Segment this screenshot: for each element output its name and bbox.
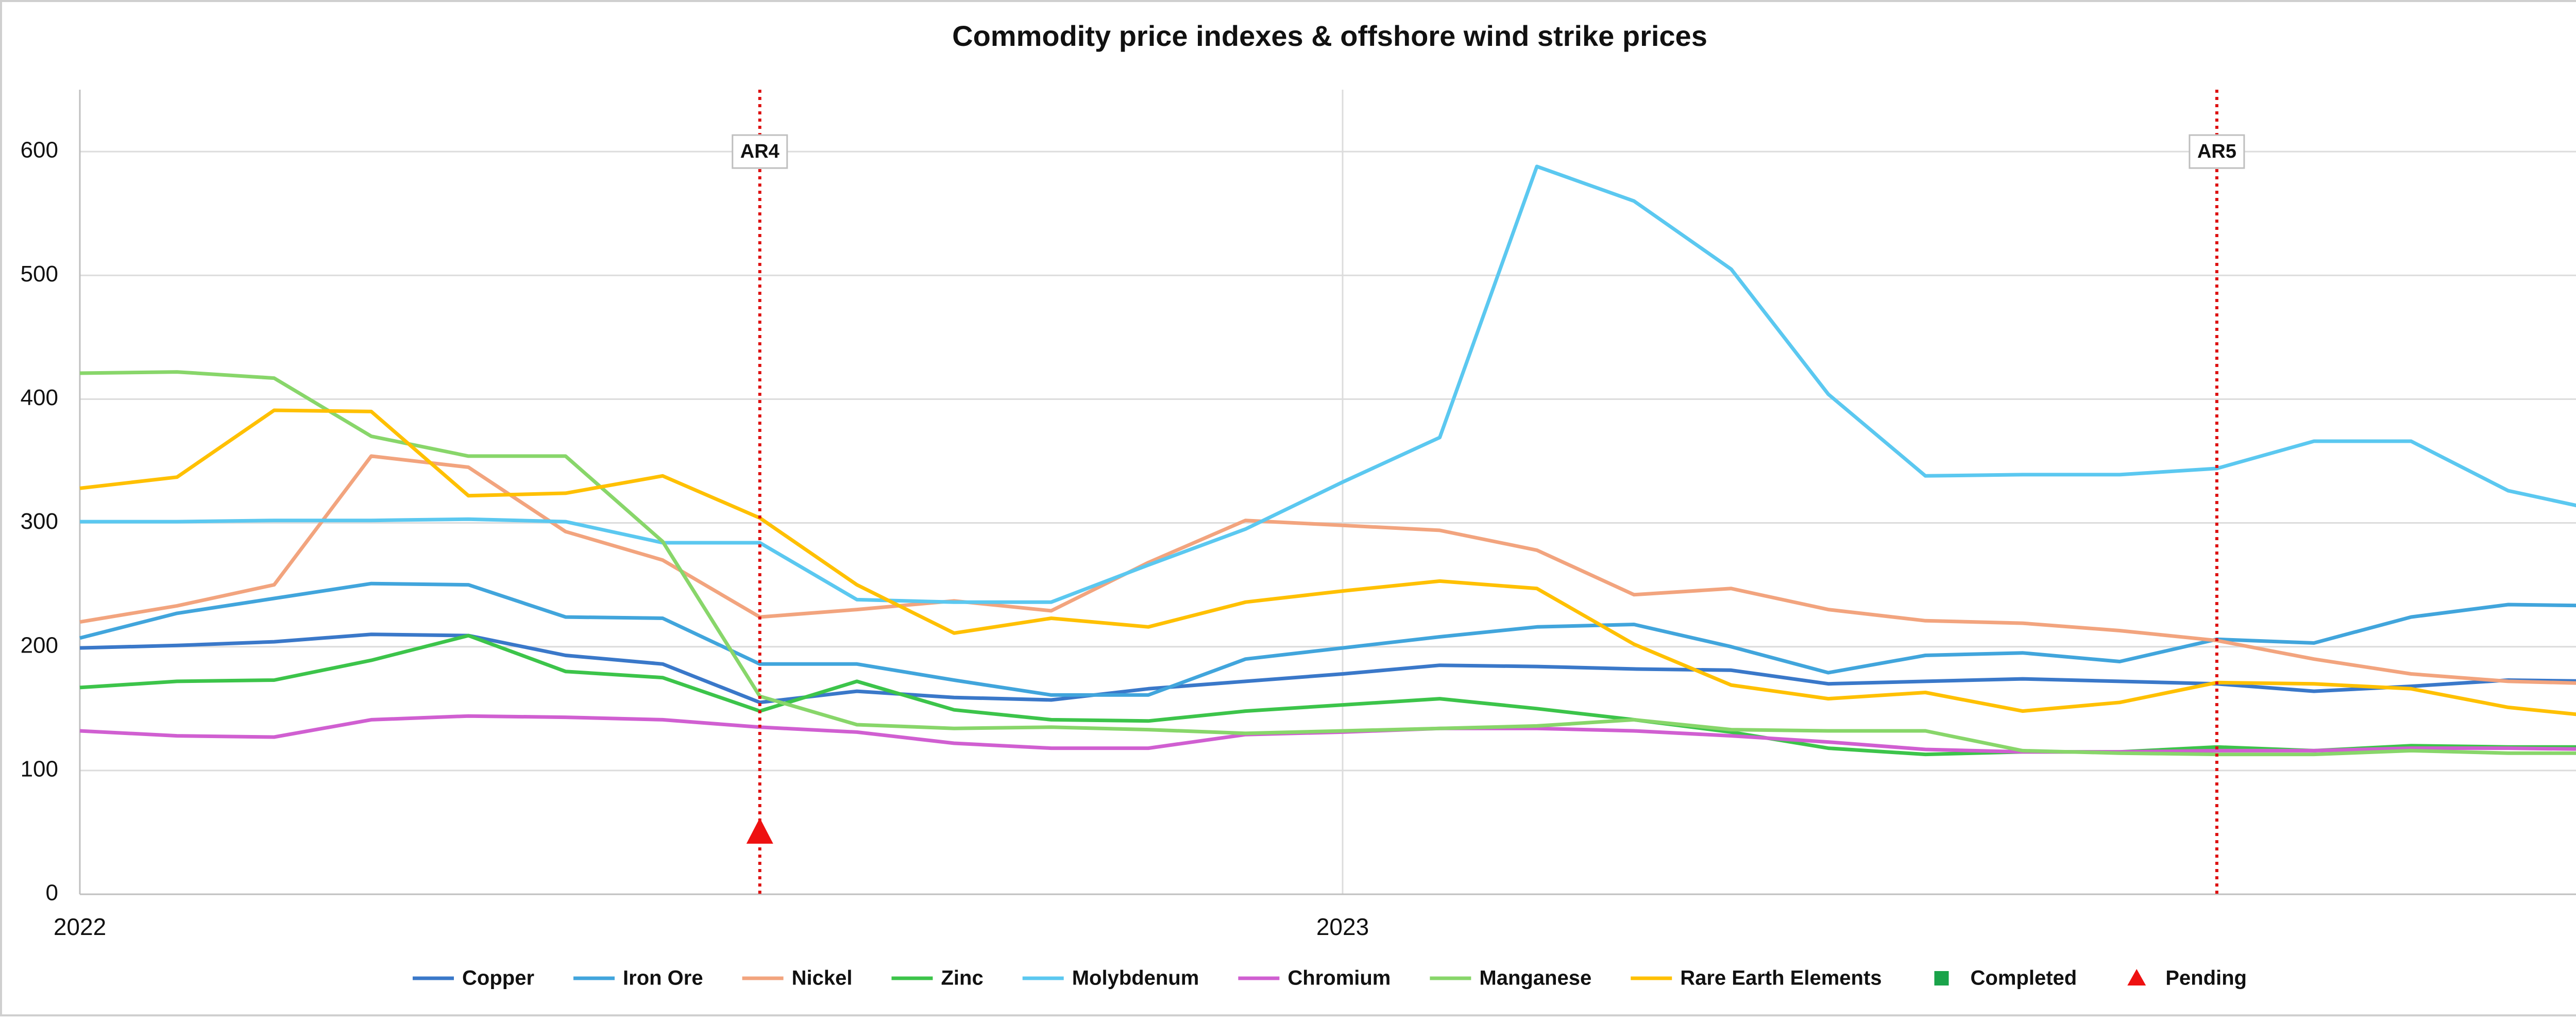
event-label-text: AR5 — [2197, 141, 2236, 162]
series-line — [79, 370, 2576, 757]
y-tick-label: 100 — [21, 756, 58, 781]
event-label-box — [2189, 134, 2245, 169]
legend-label: Completed — [1971, 967, 2077, 990]
legend-label: Manganese — [1479, 967, 1591, 990]
y-tick-label: 400 — [21, 385, 58, 410]
series-line — [79, 633, 2576, 757]
legend-label: Pending — [2165, 967, 2247, 990]
y-tick-label: 0 — [46, 880, 58, 906]
y-tick-label: 600 — [21, 138, 58, 163]
y-tick-label: 200 — [21, 632, 58, 658]
legend-label: Rare Earth Elements — [1680, 967, 1882, 990]
legend-label: Nickel — [792, 967, 853, 990]
chart-title: Commodity price indexes & offshore wind … — [952, 20, 1707, 52]
legend-item: Chromium — [1238, 967, 1391, 990]
pending-marker — [746, 817, 773, 844]
legend-swatch — [2127, 969, 2146, 985]
legend-label: Iron Ore — [623, 967, 703, 990]
x-tick-label: 2022 — [54, 913, 106, 940]
event-label-box — [732, 134, 788, 169]
legend-item: Pending — [2127, 967, 2247, 990]
series-line — [79, 454, 2576, 685]
legend-item: Rare Earth Elements — [1631, 967, 1882, 990]
legend-item: Manganese — [1430, 967, 1591, 990]
legend-label: Copper — [462, 967, 534, 990]
series-line — [79, 408, 2576, 716]
y-tick-label: 300 — [21, 509, 58, 534]
legend-item: Nickel — [742, 967, 853, 990]
legend-item: Molybdenum — [1022, 967, 1199, 990]
legend: Copper Iron Ore Nickel Zinc Molybdenum Chromi… — [413, 967, 2247, 990]
legend-label: Zinc — [941, 967, 983, 990]
y-tick-label: 500 — [21, 261, 58, 287]
legend-item: Completed — [1934, 967, 2077, 990]
legend-swatch — [1934, 971, 1949, 985]
legend-item: Iron Ore — [573, 967, 703, 990]
legend-item: Zinc — [891, 967, 984, 990]
series-line — [79, 581, 2576, 697]
legend-label: Chromium — [1287, 967, 1391, 990]
legend-label: Molybdenum — [1072, 967, 1199, 990]
series-line — [79, 632, 2576, 705]
event-label: AR5 — [2189, 134, 2245, 169]
event-label: AR4 — [732, 134, 788, 169]
event-label-text: AR4 — [740, 141, 779, 162]
legend-item: Copper — [413, 967, 534, 990]
series-line — [80, 164, 2576, 604]
x-tick-label: 2023 — [1316, 913, 1369, 940]
